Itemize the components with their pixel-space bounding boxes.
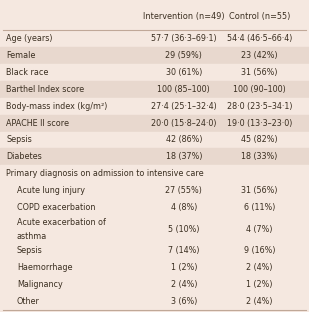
- Text: 100 (85–100): 100 (85–100): [158, 85, 210, 94]
- Text: 9 (16%): 9 (16%): [244, 246, 275, 255]
- Text: 3 (6%): 3 (6%): [171, 297, 197, 306]
- Text: Barthel Index score: Barthel Index score: [6, 85, 84, 94]
- Text: 45 (82%): 45 (82%): [241, 135, 278, 144]
- Text: APACHE II score: APACHE II score: [6, 119, 69, 128]
- Text: 18 (37%): 18 (37%): [166, 152, 202, 161]
- Text: Age (years): Age (years): [6, 34, 53, 43]
- Bar: [0, 132, 309, 149]
- Text: 20·0 (15·8–24·0): 20·0 (15·8–24·0): [151, 119, 217, 128]
- Text: 5 (10%): 5 (10%): [168, 225, 200, 234]
- Bar: [0, 216, 309, 242]
- Text: Acute lung injury: Acute lung injury: [17, 186, 85, 195]
- Text: 42 (86%): 42 (86%): [166, 135, 202, 144]
- Text: Primary diagnosis on admission to intensive care: Primary diagnosis on admission to intens…: [6, 169, 204, 178]
- Bar: [0, 182, 309, 199]
- Text: Haemorrhage: Haemorrhage: [17, 263, 73, 272]
- Text: Female: Female: [6, 51, 36, 60]
- Text: Acute exacerbation of: Acute exacerbation of: [17, 218, 106, 227]
- Text: 54·4 (46·5–66·4): 54·4 (46·5–66·4): [227, 34, 292, 43]
- Text: 28·0 (23·5–34·1): 28·0 (23·5–34·1): [227, 102, 292, 111]
- Text: COPD exacerbation: COPD exacerbation: [17, 203, 95, 212]
- Text: 6 (11%): 6 (11%): [244, 203, 275, 212]
- Text: 31 (56%): 31 (56%): [241, 68, 278, 77]
- Text: Malignancy: Malignancy: [17, 280, 63, 289]
- Text: 19·0 (13·3–23·0): 19·0 (13·3–23·0): [227, 119, 292, 128]
- Bar: [0, 259, 309, 276]
- Text: Diabetes: Diabetes: [6, 152, 42, 161]
- Bar: [0, 98, 309, 115]
- Bar: [0, 199, 309, 216]
- Text: 7 (14%): 7 (14%): [168, 246, 200, 255]
- Text: Control (n=55): Control (n=55): [229, 12, 290, 22]
- Text: 2 (4%): 2 (4%): [246, 297, 273, 306]
- Text: 4 (8%): 4 (8%): [171, 203, 197, 212]
- Text: 2 (4%): 2 (4%): [171, 280, 197, 289]
- Text: 2 (4%): 2 (4%): [246, 263, 273, 272]
- Text: asthma: asthma: [17, 232, 47, 241]
- Text: 31 (56%): 31 (56%): [241, 186, 278, 195]
- Text: 1 (2%): 1 (2%): [171, 263, 197, 272]
- Bar: [0, 149, 309, 165]
- Bar: [0, 276, 309, 293]
- Bar: [0, 165, 309, 182]
- Bar: [0, 64, 309, 81]
- Text: 100 (90–100): 100 (90–100): [233, 85, 286, 94]
- Text: Intervention (n=49): Intervention (n=49): [143, 12, 225, 22]
- Bar: [0, 293, 309, 310]
- Bar: [0, 81, 309, 98]
- Text: 29 (59%): 29 (59%): [165, 51, 202, 60]
- Bar: [0, 115, 309, 132]
- Bar: [0, 30, 309, 47]
- Bar: [0, 242, 309, 259]
- Text: Sepsis: Sepsis: [6, 135, 32, 144]
- Text: 27 (55%): 27 (55%): [165, 186, 202, 195]
- Text: 1 (2%): 1 (2%): [246, 280, 273, 289]
- Text: 30 (61%): 30 (61%): [166, 68, 202, 77]
- Text: 27·4 (25·1–32·4): 27·4 (25·1–32·4): [151, 102, 217, 111]
- Text: 18 (33%): 18 (33%): [241, 152, 278, 161]
- Text: Black race: Black race: [6, 68, 49, 77]
- Text: Sepsis: Sepsis: [17, 246, 43, 255]
- Text: 57·7 (36·3–69·1): 57·7 (36·3–69·1): [151, 34, 217, 43]
- Bar: [0, 47, 309, 64]
- Text: 4 (7%): 4 (7%): [246, 225, 273, 234]
- Text: Other: Other: [17, 297, 40, 306]
- Text: 23 (42%): 23 (42%): [241, 51, 278, 60]
- Text: Body-mass index (kg/m²): Body-mass index (kg/m²): [6, 102, 108, 111]
